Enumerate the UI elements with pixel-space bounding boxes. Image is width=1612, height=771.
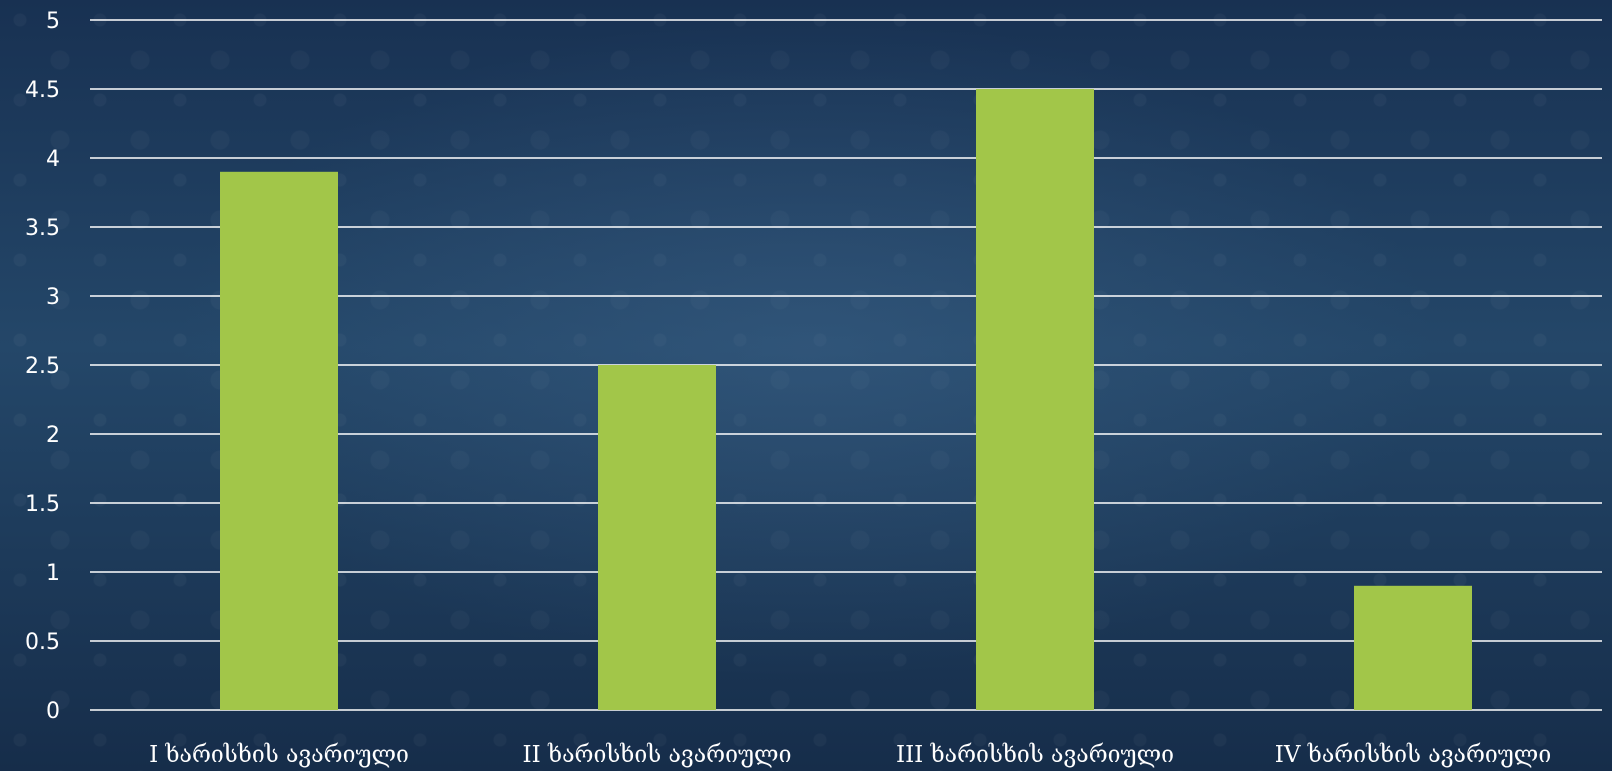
y-tick-label: 1.5 bbox=[25, 492, 60, 517]
x-category-label: II ხარისხის ავარიული bbox=[523, 742, 792, 768]
y-tick-label: 0.5 bbox=[25, 630, 60, 655]
y-tick-label: 3 bbox=[46, 285, 60, 310]
y-tick-label: 3.5 bbox=[25, 216, 60, 241]
y-tick-label: 5 bbox=[46, 9, 60, 34]
y-tick-label: 2.5 bbox=[25, 354, 60, 379]
bar bbox=[598, 365, 716, 710]
y-tick-label: 1 bbox=[46, 561, 60, 586]
y-axis-ticks: 0 0.5 1 1.5 2 2.5 3 3.5 4 4.5 5 bbox=[25, 9, 60, 724]
x-category-label: IV ხარისხის ავარიული bbox=[1275, 742, 1551, 768]
y-tick-label: 2 bbox=[46, 423, 60, 448]
y-tick-label: 4.5 bbox=[25, 78, 60, 103]
bar bbox=[220, 171, 338, 711]
x-axis-labels: I ხარისხის ავარიული II ხარისხის ავარიული I… bbox=[149, 742, 1551, 768]
x-category-label: III ხარისხის ავარიული bbox=[896, 742, 1174, 768]
y-tick-label: 4 bbox=[46, 147, 60, 172]
bar bbox=[976, 89, 1094, 710]
gridlines bbox=[90, 19, 1602, 711]
bars bbox=[220, 89, 1472, 711]
bar bbox=[1354, 585, 1472, 710]
y-tick-label: 0 bbox=[46, 699, 60, 724]
x-category-label: I ხარისხის ავარიული bbox=[149, 742, 409, 768]
